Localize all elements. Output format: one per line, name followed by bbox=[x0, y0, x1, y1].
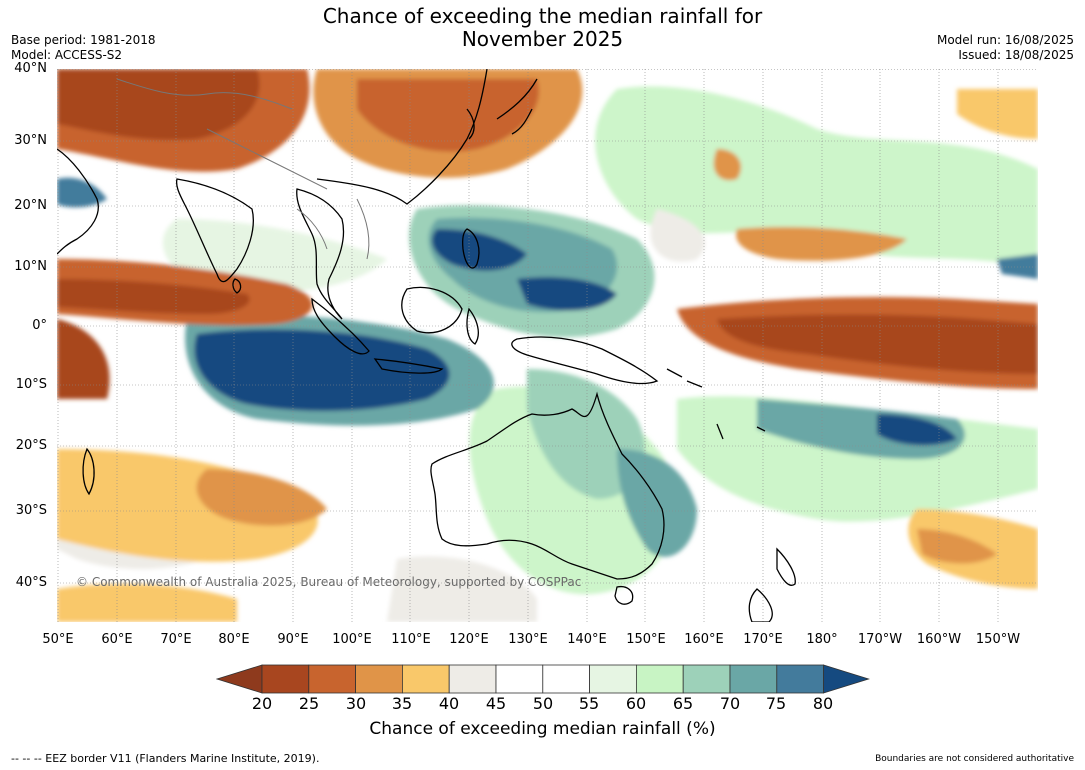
colorbar-segment bbox=[261, 664, 310, 694]
china-coast bbox=[316, 69, 488, 205]
map-canvas bbox=[57, 69, 1038, 622]
base-period-text: Base period: 1981-2018 bbox=[11, 33, 156, 47]
se-asia-coast bbox=[296, 188, 345, 320]
lon-label-120e: 120°E bbox=[449, 632, 489, 647]
australia-coast bbox=[430, 391, 665, 580]
lon-label-130e: 130°E bbox=[508, 632, 548, 647]
colorbar-segment bbox=[589, 664, 637, 694]
colorbar-tick-30: 30 bbox=[345, 694, 367, 713]
new-zealand-south-coast bbox=[748, 588, 773, 622]
new-guinea-coast bbox=[511, 336, 659, 385]
lat-label-20n: 20°N bbox=[14, 198, 47, 213]
colorbar-tick-25: 25 bbox=[298, 694, 320, 713]
colorbar-tick-80: 80 bbox=[812, 694, 834, 713]
model-text: Model: ACCESS-S2 bbox=[11, 48, 123, 62]
colorbar-extend-low bbox=[216, 664, 263, 694]
colorbar-segment bbox=[682, 664, 731, 694]
colorbar-segment bbox=[401, 664, 450, 694]
country-borders bbox=[116, 78, 370, 260]
lat-label-10n: 10°N bbox=[14, 259, 47, 274]
colorbar-segment bbox=[448, 664, 497, 694]
lon-label-180: 180° bbox=[806, 632, 838, 647]
vanuatu-fiji bbox=[716, 423, 766, 440]
colorbar-tick-75: 75 bbox=[765, 694, 787, 713]
probability-fields bbox=[57, 69, 1038, 622]
graticule bbox=[57, 69, 1038, 622]
coastlines bbox=[57, 69, 796, 622]
colorbar-segment bbox=[355, 664, 403, 694]
colorbar-segment bbox=[635, 664, 684, 694]
lat-label-30n: 30°N bbox=[14, 133, 47, 148]
lon-label-160e: 160°E bbox=[684, 632, 724, 647]
colorbar-segment bbox=[776, 664, 824, 694]
title-line-2: November 2025 bbox=[461, 27, 624, 51]
lat-label-40s: 40°S bbox=[15, 575, 47, 590]
eez-border-legend: -- -- -- EEZ border V11 (Flanders Marine… bbox=[11, 752, 320, 765]
colorbar-segment bbox=[308, 664, 357, 694]
copyright-notice: © Commonwealth of Australia 2025, Bureau… bbox=[76, 575, 582, 589]
colorbar-tick-45: 45 bbox=[485, 694, 507, 713]
map-title: Chance of exceeding the median rainfall … bbox=[0, 5, 1085, 51]
lon-label-100e: 100°E bbox=[332, 632, 372, 647]
colorbar-segment bbox=[495, 664, 544, 694]
colorbar-tick-65: 65 bbox=[672, 694, 694, 713]
run-info: Model run: 16/08/2025 Issued: 18/08/2025 bbox=[937, 33, 1074, 63]
lat-label-30s: 30°S bbox=[15, 503, 47, 518]
colorbar-tick-50: 50 bbox=[532, 694, 554, 713]
colorbar-extend-high bbox=[823, 664, 870, 694]
title-line-1: Chance of exceeding the median rainfall … bbox=[322, 4, 763, 28]
lon-label-160w: 160°W bbox=[916, 632, 962, 647]
lon-label-60e: 60°E bbox=[101, 632, 133, 647]
colorbar bbox=[216, 664, 870, 694]
tasmania-coast bbox=[614, 585, 634, 605]
colorbar-tick-40: 40 bbox=[438, 694, 460, 713]
philippines-coast bbox=[461, 228, 480, 269]
sri-lanka-coast bbox=[232, 278, 242, 294]
arabia-coast bbox=[57, 148, 99, 255]
sulawesi-coast bbox=[466, 307, 479, 345]
korea-coast bbox=[466, 108, 475, 140]
lon-label-110e: 110°E bbox=[391, 632, 431, 647]
lon-label-80e: 80°E bbox=[218, 632, 250, 647]
model-run-text: Model run: 16/08/2025 bbox=[936, 33, 1074, 47]
solomon-islands bbox=[666, 368, 703, 388]
lon-label-150e: 150°E bbox=[626, 632, 666, 647]
colorbar-segment bbox=[542, 664, 590, 694]
colorbar-title: Chance of exceeding median rainfall (%) bbox=[369, 719, 716, 739]
base-info: Base period: 1981-2018 Model: ACCESS-S2 bbox=[11, 33, 156, 63]
rainfall-map bbox=[57, 69, 1038, 622]
lat-label-10s: 10°S bbox=[15, 377, 47, 392]
lon-label-170w: 170°W bbox=[857, 632, 903, 647]
colorbar-tick-20: 20 bbox=[251, 694, 273, 713]
lon-label-70e: 70°E bbox=[160, 632, 192, 647]
lat-label-0: 0° bbox=[32, 318, 47, 333]
lon-label-50e: 50°E bbox=[42, 632, 74, 647]
new-zealand-coast bbox=[776, 547, 796, 586]
lat-label-40n: 40°N bbox=[14, 61, 47, 76]
colorbar-tick-60: 60 bbox=[625, 694, 647, 713]
borneo-coast bbox=[401, 286, 463, 334]
lon-label-170e: 170°E bbox=[743, 632, 783, 647]
lon-label-150w: 150°W bbox=[975, 632, 1021, 647]
lon-label-90e: 90°E bbox=[277, 632, 309, 647]
colorbar-tick-55: 55 bbox=[578, 694, 600, 713]
colorbar-tick-35: 35 bbox=[391, 694, 413, 713]
colorbar-tick-70: 70 bbox=[719, 694, 741, 713]
india-coast bbox=[175, 178, 254, 283]
sumatra-coast bbox=[311, 297, 370, 355]
japan-coast bbox=[496, 78, 538, 135]
lat-label-20s: 20°S bbox=[15, 438, 47, 453]
java-coast bbox=[373, 358, 444, 374]
colorbar-segments bbox=[216, 664, 870, 694]
lon-label-140e: 140°E bbox=[567, 632, 607, 647]
colorbar-segment bbox=[729, 664, 778, 694]
boundaries-disclaimer: Boundaries are not considered authoritat… bbox=[875, 754, 1074, 764]
issued-text: Issued: 18/08/2025 bbox=[958, 48, 1074, 62]
madagascar-coast bbox=[82, 447, 95, 496]
